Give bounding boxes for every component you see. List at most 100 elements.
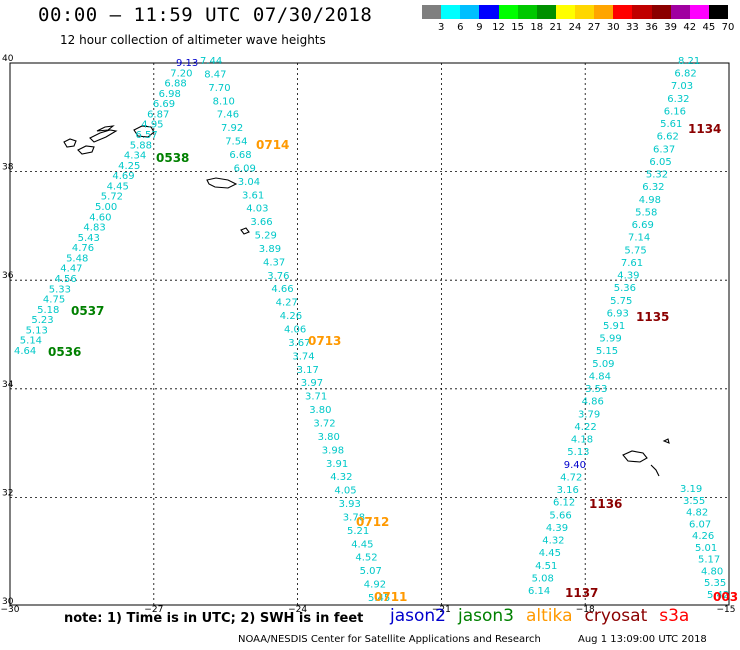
island-terceira	[133, 125, 155, 138]
colorbar-label: 33	[626, 22, 639, 33]
wave-height-value: 8.21	[678, 56, 700, 67]
map-frame	[9, 62, 730, 606]
island-flores	[63, 138, 77, 148]
chart-subtitle: 12 hour collection of altimeter wave hei…	[60, 33, 326, 47]
wave-height-value: 4.75	[43, 295, 65, 306]
wave-height-value: 4.03	[246, 204, 268, 215]
pass-time-label: 0537	[71, 304, 104, 318]
colorbar-label: 36	[645, 22, 658, 33]
longitude-tick-label: −21	[432, 605, 451, 615]
wave-height-value: 4.56	[55, 274, 77, 285]
pass-time-label: 0536	[48, 345, 81, 359]
wave-height-value: 3.98	[322, 445, 344, 456]
wave-height-value: 3.66	[250, 217, 272, 228]
wave-height-value: 7.46	[217, 110, 239, 121]
satellite-legend-item: jason2	[390, 606, 446, 626]
altimeter-track: 8.216.827.036.326.165.616.626.376.055.32…	[528, 56, 700, 597]
pass-time-label: 003	[713, 590, 738, 604]
island-madeira	[622, 450, 648, 463]
wave-height-value: 6.37	[653, 144, 675, 155]
wave-height-value: 4.47	[60, 264, 82, 275]
wave-height-value: 4.34	[124, 151, 146, 162]
island-porto-santo	[662, 438, 670, 444]
wave-height-value: 4.39	[617, 271, 639, 282]
wave-height-value: 3.93	[339, 499, 361, 510]
wave-height-value: 4.32	[330, 472, 352, 483]
colorbar-swatch	[555, 5, 575, 19]
longitude-tick-label: −27	[144, 605, 163, 615]
wave-height-value: 4.80	[701, 566, 723, 577]
wave-height-value: 4.98	[639, 195, 661, 206]
wave-height-value: 6.88	[164, 79, 186, 90]
wave-height-value: 5.99	[599, 334, 621, 345]
wave-height-value: 5.29	[255, 231, 277, 242]
colorbar-label: 45	[702, 22, 716, 33]
wave-height-value: 4.18	[571, 435, 593, 446]
wave-height-value: 3.61	[242, 190, 264, 201]
wave-height-value: 5.36	[614, 283, 636, 294]
wave-height-value: 5.61	[660, 119, 682, 130]
wave-height-value: 6.14	[528, 586, 550, 597]
pass-time-label: 1137	[565, 586, 598, 600]
pass-time-label: 0714	[256, 138, 289, 152]
credit-text: NOAA/NESDIS Center for Satellite Applica…	[238, 634, 541, 645]
wave-height-value: 5.66	[549, 510, 571, 521]
satellite-legend-item: s3a	[659, 606, 690, 626]
wave-height-value: 5.13	[567, 447, 589, 458]
colorbar-swatch	[689, 5, 709, 19]
wave-height-value: 5.45	[368, 593, 390, 604]
satellite-legend-item: cryosat	[584, 606, 648, 626]
wave-height-value: 5.18	[37, 305, 59, 316]
colorbar-label: 18	[530, 22, 544, 33]
wave-height-value: 3.55	[683, 496, 705, 507]
chart-title: 00:00 – 11:59 UTC 07/30/2018	[38, 4, 373, 26]
wave-height-value: 7.44	[200, 56, 222, 67]
wave-height-value: 3.16	[557, 485, 579, 496]
colorbar-swatch	[651, 5, 671, 19]
wave-height-value: 5.43	[78, 233, 100, 244]
time-layer: 0538 0537 0536 0714 0713 0712 0711 1134 1135 1136…	[48, 122, 738, 604]
islands	[63, 125, 670, 477]
wave-height-value: 5.14	[20, 336, 42, 347]
wave-height-value: 5.32	[646, 170, 668, 181]
colorbar-swatch	[422, 5, 442, 19]
wave-height-value: 4.22	[574, 422, 596, 433]
wave-height-value: 4.26	[692, 531, 714, 542]
pass-time-label: 0538	[156, 151, 189, 165]
wave-height-value: 4.69	[112, 171, 134, 182]
colorbar-swatch	[517, 5, 537, 19]
wave-height-value: 5.08	[532, 573, 554, 584]
wave-height-value: 3.17	[297, 365, 319, 376]
island-sao-miguel	[206, 177, 238, 189]
wave-height-value: 4.45	[539, 548, 561, 559]
satellite-legend-item: jason3	[458, 606, 514, 626]
wave-height-colorbar	[422, 5, 728, 19]
colorbar-swatch	[498, 5, 518, 19]
wave-height-value: 4.95	[141, 120, 163, 131]
altimeter-track: 9.137.206.886.986.696.874.956.575.884.34…	[14, 58, 198, 357]
colorbar-swatch	[670, 5, 690, 19]
wave-height-value: 6.16	[664, 106, 686, 117]
wave-height-value: 3.91	[326, 459, 348, 470]
wave-height-value: 7.61	[621, 258, 643, 269]
wave-height-value: 6.68	[229, 150, 251, 161]
latitude-tick-label: 34	[2, 380, 14, 390]
colorbar-swatch	[613, 5, 633, 19]
wave-height-value: 4.83	[83, 223, 105, 234]
colorbar-swatch	[632, 5, 652, 19]
colorbar-label: 30	[606, 22, 620, 33]
wave-height-value: 6.69	[153, 99, 175, 110]
credit-timestamp: Aug 1 13:09:00 UTC 2018	[578, 634, 707, 645]
pass-time-label: 1135	[636, 310, 669, 324]
wave-height-value: 4.72	[560, 472, 582, 483]
colorbar-label: 21	[549, 22, 563, 33]
wave-height-value: 7.70	[208, 83, 230, 94]
wave-height-value: 5.07	[360, 566, 382, 577]
note-text: note: 1) Time is in UTC; 2) SWH is in fe…	[64, 611, 364, 626]
longitude-tick-label: −24	[288, 605, 307, 615]
wave-height-value: 6.62	[657, 132, 679, 143]
colorbar-label: 27	[587, 22, 601, 33]
wave-height-value: 6.05	[649, 157, 671, 168]
wave-height-value: 6.32	[642, 182, 664, 193]
